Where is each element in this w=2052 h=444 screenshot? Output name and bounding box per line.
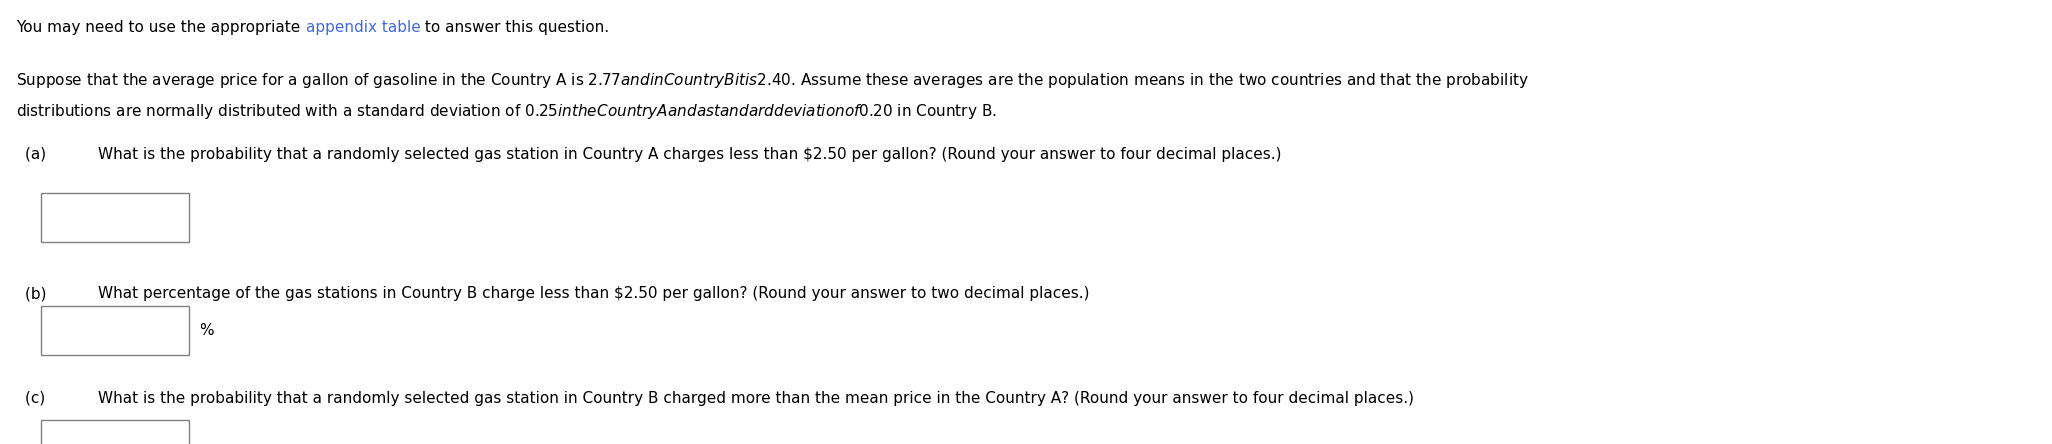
Text: You may need to use the appropriate: You may need to use the appropriate — [16, 20, 306, 35]
Text: %: % — [199, 323, 213, 338]
Text: What is the probability that a randomly selected gas station in Country B charge: What is the probability that a randomly … — [98, 391, 1414, 406]
Text: appendix table: appendix table — [306, 20, 421, 35]
Text: (b): (b) — [25, 286, 62, 301]
Text: distributions are normally distributed with a standard deviation of $0.25 in the: distributions are normally distributed w… — [16, 102, 997, 121]
FancyBboxPatch shape — [41, 306, 189, 355]
Text: to answer this question.: to answer this question. — [421, 20, 609, 35]
Text: (c): (c) — [25, 391, 60, 406]
Text: What is the probability that a randomly selected gas station in Country A charge: What is the probability that a randomly … — [98, 147, 1282, 162]
FancyBboxPatch shape — [41, 193, 189, 242]
Text: (a): (a) — [25, 147, 60, 162]
Text: What percentage of the gas stations in Country B charge less than $2.50 per gall: What percentage of the gas stations in C… — [98, 286, 1090, 301]
Text: Suppose that the average price for a gallon of gasoline in the Country A is $2.7: Suppose that the average price for a gal… — [16, 71, 1529, 90]
FancyBboxPatch shape — [41, 420, 189, 444]
